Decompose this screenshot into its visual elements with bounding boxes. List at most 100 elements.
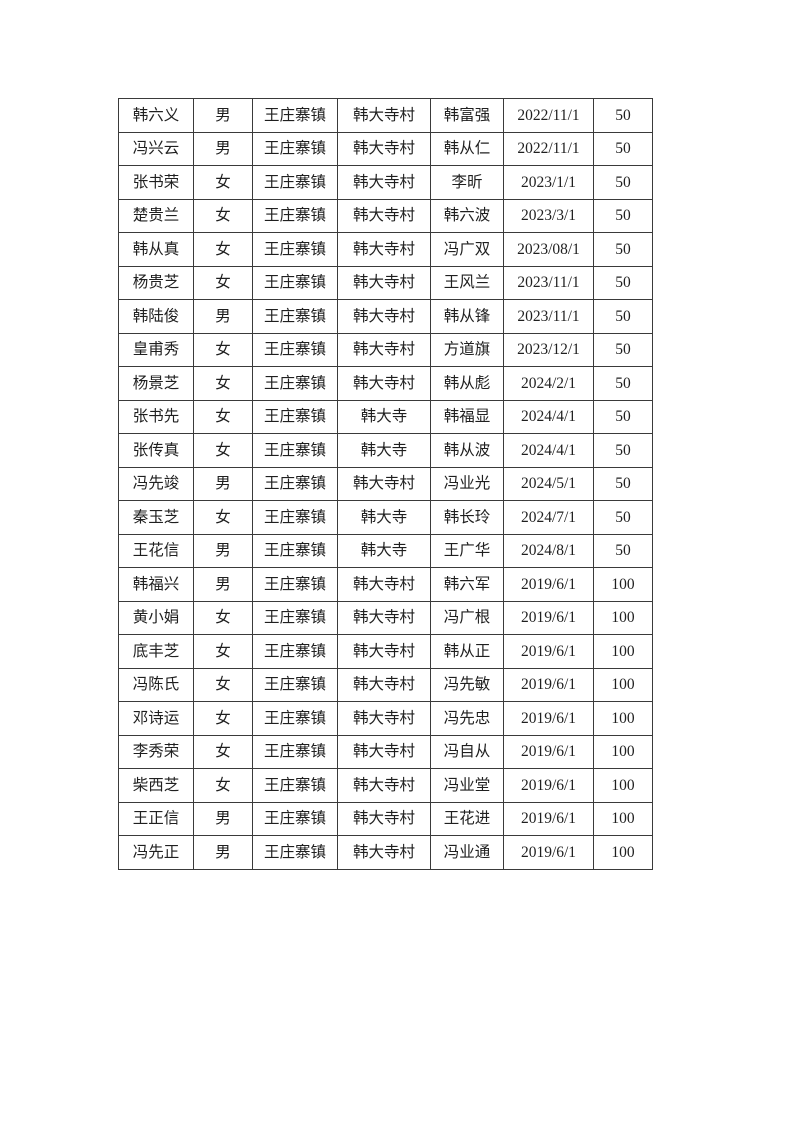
table-cell: 2023/12/1 — [503, 332, 594, 368]
table-cell: 男 — [193, 567, 253, 602]
table-cell: 2023/3/1 — [503, 198, 594, 234]
table-cell: 韩大寺村 — [337, 366, 431, 401]
table-cell: 50 — [593, 131, 653, 167]
table-cell: 柴西芝 — [118, 768, 194, 803]
table-cell: 冯先敏 — [430, 667, 504, 703]
table-cell: 方道旗 — [430, 332, 504, 368]
table-cell: 50 — [593, 399, 653, 435]
table-cell: 男 — [193, 131, 253, 167]
table-cell: 韩大寺村 — [337, 768, 431, 803]
table-cell: 100 — [593, 667, 653, 703]
table-row: 张传真女王庄寨镇 韩大寺 韩从波 2024/4/1 50 — [118, 433, 653, 468]
table-cell: 韩大寺村 — [337, 701, 431, 736]
table-cell: 女 — [193, 232, 253, 267]
table-cell: 秦玉芝 — [118, 500, 194, 535]
table-row: 冯兴云男王庄寨镇 韩大寺村 韩从仁 2022/11/1 50 — [118, 131, 653, 167]
table-cell: 王庄寨镇 — [252, 701, 338, 736]
table-cell: 王庄寨镇 — [252, 567, 338, 602]
table-cell: 2024/4/1 — [503, 399, 594, 435]
table-cell: 韩大寺 — [337, 533, 431, 569]
table-cell: 韩大寺村 — [337, 734, 431, 770]
table-cell: 冯陈氏 — [118, 667, 194, 703]
table-cell: 韩大寺村 — [337, 332, 431, 368]
table-cell: 韩大寺村 — [337, 198, 431, 234]
table-cell: 女 — [193, 198, 253, 234]
table-cell: 王庄寨镇 — [252, 466, 338, 502]
table-cell: 2024/7/1 — [503, 500, 594, 535]
table-cell: 50 — [593, 366, 653, 401]
table-row: 底丰芝女王庄寨镇 韩大寺村 韩从正 2019/6/1 100 — [118, 634, 653, 669]
table-cell: 50 — [593, 500, 653, 535]
table-cell: 100 — [593, 634, 653, 669]
table-row: 秦玉芝女王庄寨镇 韩大寺 韩长玲 2024/7/1 50 — [118, 500, 653, 535]
table-cell: 50 — [593, 232, 653, 267]
table-row: 韩福兴男王庄寨镇 韩大寺村 韩六军 2019/6/1 100 — [118, 567, 653, 602]
data-table: 韩六义男王庄寨镇 韩大寺村 韩富强 2022/11/1 50 冯兴云男王庄寨镇 韩大寺村 韩从… — [118, 98, 653, 870]
table-cell: 冯业光 — [430, 466, 504, 502]
table-cell: 100 — [593, 768, 653, 803]
table-cell: 100 — [593, 835, 653, 870]
table-cell: 50 — [593, 165, 653, 200]
table-cell: 王庄寨镇 — [252, 265, 338, 301]
table-cell: 男 — [193, 835, 253, 870]
table-cell: 100 — [593, 600, 653, 636]
table-cell: 女 — [193, 500, 253, 535]
table-cell: 2024/8/1 — [503, 533, 594, 569]
table-cell: 2019/6/1 — [503, 634, 594, 669]
table-cell: 韩大寺村 — [337, 801, 431, 837]
table-cell: 女 — [193, 667, 253, 703]
table-cell: 韩六波 — [430, 198, 504, 234]
table-cell: 2019/6/1 — [503, 567, 594, 602]
table-cell: 张书先 — [118, 399, 194, 435]
table-cell: 邓诗运 — [118, 701, 194, 736]
table-cell: 李秀荣 — [118, 734, 194, 770]
table-cell: 冯广双 — [430, 232, 504, 267]
table-cell: 皇甫秀 — [118, 332, 194, 368]
table-cell: 2023/08/1 — [503, 232, 594, 267]
table-cell: 王庄寨镇 — [252, 232, 338, 267]
table-cell: 韩从彪 — [430, 366, 504, 401]
table-cell: 韩大寺村 — [337, 265, 431, 301]
table-body: 韩六义男王庄寨镇 韩大寺村 韩富强 2022/11/1 50 冯兴云男王庄寨镇 韩大寺村 韩从… — [118, 98, 653, 870]
table-cell: 王花进 — [430, 801, 504, 837]
table-cell: 王庄寨镇 — [252, 399, 338, 435]
table-row: 韩陆俊男王庄寨镇 韩大寺村 韩从锋 2023/11/1 50 — [118, 299, 653, 334]
table-cell: 韩大寺 — [337, 399, 431, 435]
table-cell: 底丰芝 — [118, 634, 194, 669]
table-cell: 冯先忠 — [430, 701, 504, 736]
table-cell: 王庄寨镇 — [252, 533, 338, 569]
table-row: 杨贵芝女王庄寨镇 韩大寺村 王风兰 2023/11/1 50 — [118, 265, 653, 301]
table-cell: 50 — [593, 265, 653, 301]
table-cell: 王庄寨镇 — [252, 734, 338, 770]
table-cell: 50 — [593, 98, 653, 133]
table-cell: 冯先竣 — [118, 466, 194, 502]
table-cell: 韩陆俊 — [118, 299, 194, 334]
table-cell: 韩大寺村 — [337, 466, 431, 502]
table-cell: 2019/6/1 — [503, 667, 594, 703]
table-cell: 韩从正 — [430, 634, 504, 669]
table-cell: 2019/6/1 — [503, 734, 594, 770]
table-cell: 2022/11/1 — [503, 98, 594, 133]
table-cell: 50 — [593, 466, 653, 502]
table-cell: 2019/6/1 — [503, 835, 594, 870]
table-cell: 女 — [193, 734, 253, 770]
table-cell: 王庄寨镇 — [252, 634, 338, 669]
table-cell: 冯业堂 — [430, 768, 504, 803]
table-cell: 韩六军 — [430, 567, 504, 602]
table-row: 张书荣女王庄寨镇 韩大寺村 李昕 2023/1/1 50 — [118, 165, 653, 200]
table-cell: 王庄寨镇 — [252, 131, 338, 167]
table-cell: 韩大寺村 — [337, 667, 431, 703]
table-cell: 女 — [193, 332, 253, 368]
table-cell: 王庄寨镇 — [252, 433, 338, 468]
table-cell: 2019/6/1 — [503, 600, 594, 636]
table-cell: 韩大寺村 — [337, 299, 431, 334]
table-cell: 王庄寨镇 — [252, 768, 338, 803]
table-cell: 2019/6/1 — [503, 701, 594, 736]
table-cell: 女 — [193, 366, 253, 401]
table-row: 黄小娟女王庄寨镇 韩大寺村 冯广根 2019/6/1 100 — [118, 600, 653, 636]
table-cell: 杨景芝 — [118, 366, 194, 401]
table-cell: 张书荣 — [118, 165, 194, 200]
table-row: 冯陈氏女王庄寨镇 韩大寺村 冯先敏 2019/6/1 100 — [118, 667, 653, 703]
table-cell: 王庄寨镇 — [252, 600, 338, 636]
